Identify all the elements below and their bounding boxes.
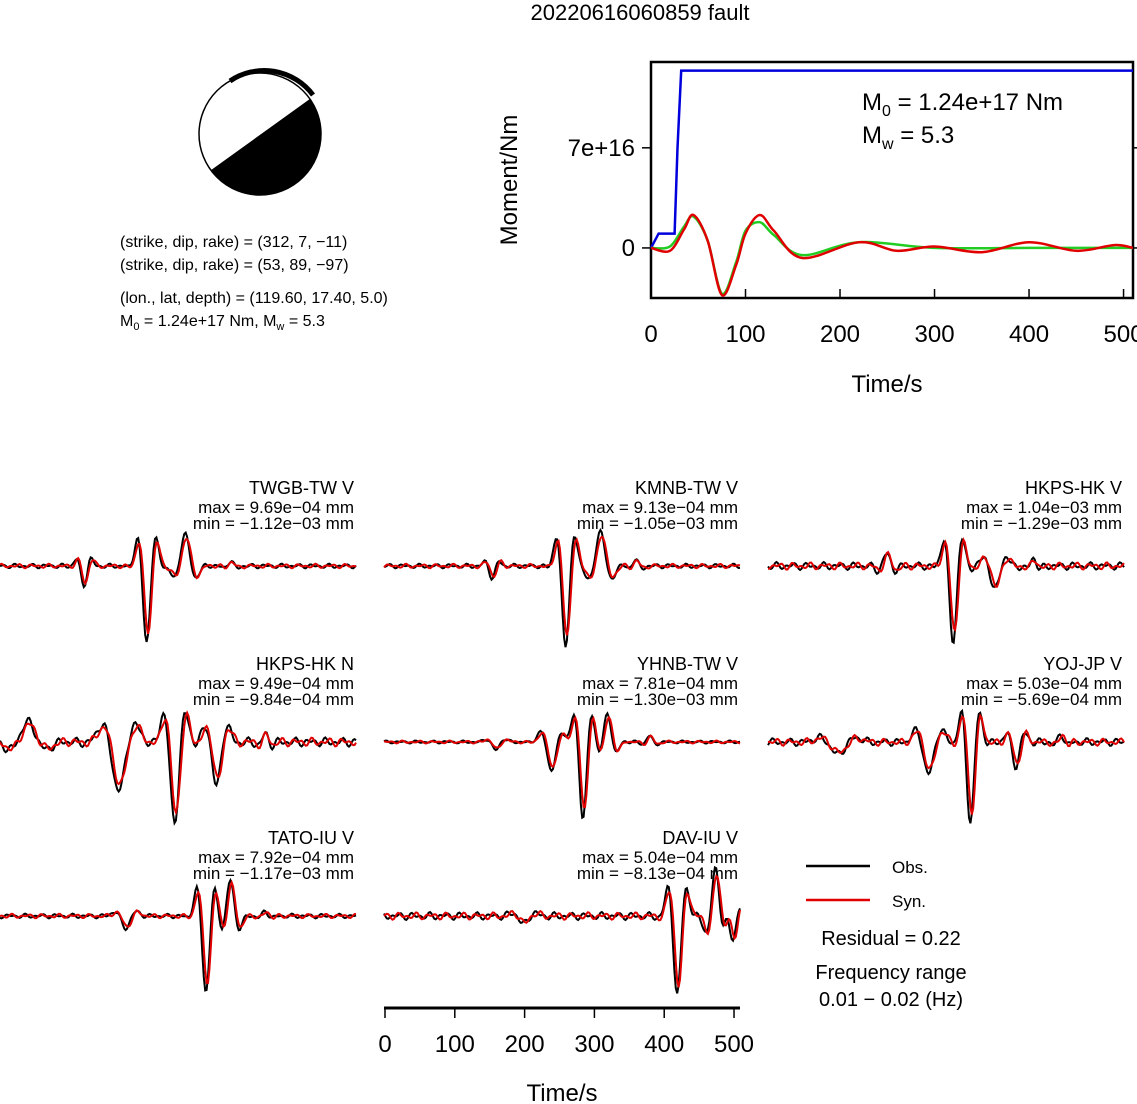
obs-waveform xyxy=(0,877,357,992)
station-min: min = −5.69e−04 mm xyxy=(961,690,1122,709)
beachball-outline xyxy=(198,72,322,196)
moment-xtick-label: 300 xyxy=(915,321,955,348)
waveform-xtick-label: 0 xyxy=(378,1031,391,1058)
syn-waveform xyxy=(0,538,357,635)
nodal-plane-1: (strike, dip, rake) = (312, 7, −11) xyxy=(120,234,347,251)
moment-rate-line xyxy=(650,213,1134,297)
obs-waveform xyxy=(767,708,1125,824)
station-max: max = 9.49e−04 mm xyxy=(198,674,354,693)
nodal-plane-2: (strike, dip, rake) = (53, 89, −97) xyxy=(120,257,349,274)
station-max: max = 5.03e−04 mm xyxy=(966,674,1122,693)
station-max: max = 7.92e−04 mm xyxy=(198,848,354,867)
moment-xtick-label: 0 xyxy=(644,321,657,348)
station-max: max = 9.13e−04 mm xyxy=(582,498,738,517)
station-name: HKPS-HK N xyxy=(256,654,354,674)
moment-xtick-label: 400 xyxy=(1009,321,1049,348)
waveform-xlabel: Time/s xyxy=(526,1080,597,1104)
station-min: min = −1.29e−03 mm xyxy=(961,514,1122,533)
waveform-xtick-label: 500 xyxy=(714,1031,754,1058)
waveform-xtick-label: 300 xyxy=(574,1031,614,1058)
station-name: KMNB-TW V xyxy=(635,478,738,498)
moment-ytick-label: 0 xyxy=(622,235,635,262)
waveform-xtick-label: 100 xyxy=(435,1031,475,1058)
syn-waveform xyxy=(0,710,357,816)
moment-xtick-label: 500 xyxy=(1104,321,1137,348)
station-max: max = 1.04e−03 mm xyxy=(966,498,1122,517)
moment-fit-line xyxy=(650,214,1133,296)
figure-title: 20220616060859 fault xyxy=(531,0,750,25)
syn-waveform xyxy=(768,536,1125,633)
station-min: min = −9.84e−04 mm xyxy=(193,690,354,709)
frequency-title: Frequency range xyxy=(815,962,966,984)
syn-waveform xyxy=(383,715,741,809)
frequency-value: 0.01 − 0.02 (Hz) xyxy=(819,989,963,1011)
beachball-compressional-quadrant xyxy=(199,80,321,195)
station-name: YOJ-JP V xyxy=(1043,654,1122,674)
moment-ytick-label: 7e+16 xyxy=(568,135,635,162)
station-max: max = 7.81e−04 mm xyxy=(582,674,738,693)
moment-plot-frame xyxy=(649,60,1135,300)
station-name: TWGB-TW V xyxy=(249,478,354,498)
moment-m0-annotation: M0 = 1.24e+17 Nm xyxy=(862,89,1063,120)
waveform-xtick-label: 400 xyxy=(644,1031,684,1058)
syn-waveform xyxy=(0,879,357,984)
moment-xlabel: Time/s xyxy=(851,371,922,398)
station-name: HKPS-HK V xyxy=(1025,478,1122,498)
syn-waveform xyxy=(767,713,1125,815)
syn-waveform xyxy=(383,535,741,636)
obs-waveform xyxy=(0,530,357,643)
residual-text: Residual = 0.22 xyxy=(821,928,961,950)
source-location: (lon., lat, depth) = (119.60, 17.40, 5.0… xyxy=(120,290,388,307)
moment-xtick-label: 200 xyxy=(820,321,860,348)
moment-ylabel: Moment/Nm xyxy=(496,115,523,246)
obs-waveform xyxy=(767,537,1125,645)
station-max: max = 9.69e−04 mm xyxy=(198,498,354,517)
beachball xyxy=(198,68,322,196)
station-min: min = −1.17e−03 mm xyxy=(193,864,354,883)
legend: Obs. Syn. Residual = 0.22 Frequency rang… xyxy=(806,858,967,1011)
obs-waveform xyxy=(383,711,741,820)
station-name: TATO-IU V xyxy=(268,828,354,848)
beachball-rim-arc xyxy=(228,68,316,97)
moment-xtick-label: 100 xyxy=(725,321,765,348)
station-max: max = 5.04e−04 mm xyxy=(582,848,738,867)
station-min: min = −1.12e−03 mm xyxy=(193,514,354,533)
station-name: YHNB-TW V xyxy=(637,654,738,674)
station-min: min = −1.05e−03 mm xyxy=(577,514,738,533)
waveform-time-axis: 0 100 200 300 400 500 Time/s xyxy=(378,1006,754,1104)
legend-syn-label: Syn. xyxy=(892,892,926,911)
obs-waveform xyxy=(383,865,741,994)
moment-cumulative-line xyxy=(649,69,1133,249)
moment-mw-annotation: Mw = 5.3 xyxy=(862,122,954,153)
syn-waveform xyxy=(383,874,741,988)
source-moment: M0 = 1.24e+17 Nm, Mw = 5.3 xyxy=(120,313,325,333)
station-name: DAV-IU V xyxy=(662,828,738,848)
legend-obs-label: Obs. xyxy=(892,858,928,877)
waveform-xtick-label: 200 xyxy=(505,1031,545,1058)
station-min: min = −1.30e−03 mm xyxy=(577,690,738,709)
station-min: min = −8.13e−04 mm xyxy=(577,864,738,883)
